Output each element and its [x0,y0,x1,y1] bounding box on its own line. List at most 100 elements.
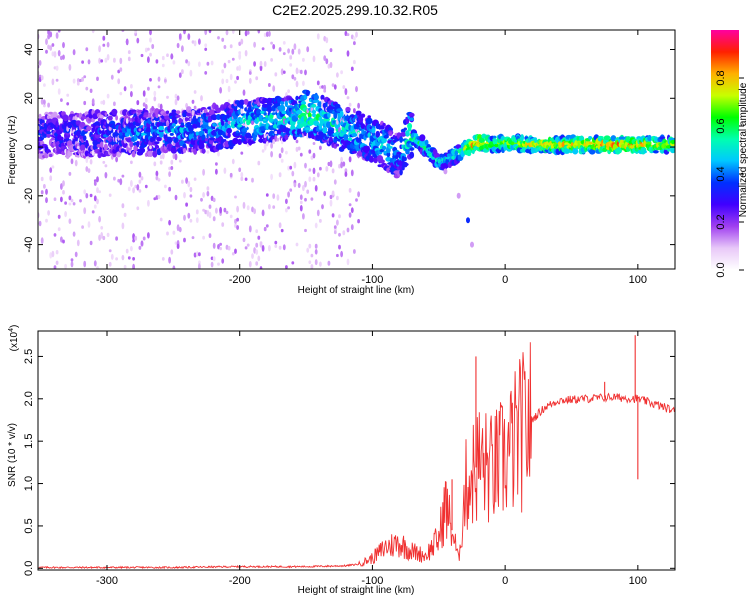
spectrogram-noise [113,101,116,107]
spectrogram-noise [234,248,237,254]
spectrogram-cell [386,143,391,147]
spectrogram-cell [379,159,385,164]
spectrogram-noise [138,189,142,193]
spectrogram-noise [70,198,74,203]
spectrogram-noise [316,209,320,217]
spectrogram-noise [47,30,50,36]
spectrogram-noise [219,246,223,251]
spectrogram-noise [132,233,136,241]
spectrogram-noise [338,244,341,250]
spectrogram-cell [92,139,99,146]
spectrogram-noise [153,96,157,102]
spectrogram-noise [166,231,169,236]
spectrogram-noise [191,236,195,240]
spectrogram-noise [285,150,288,155]
spectrogram-noise [110,74,114,80]
spectrogram-noise [274,130,278,135]
spectrogram-noise [274,72,278,77]
spectrogram-noise [240,172,244,178]
spectrogram-cell [381,145,387,151]
spectrogram-cell [365,117,373,125]
spectrogram-cell [169,112,174,116]
spectrogram-cell [351,133,358,137]
spectrogram-noise [149,78,152,82]
spectrogram-noise [204,71,208,75]
spectrogram-noise [287,165,290,171]
spectrogram-noise [346,258,350,266]
spectrogram-cell [74,136,78,143]
spectrogram-noise [176,42,180,49]
spectrogram-noise [45,188,48,195]
spectrogram-noise [248,225,252,233]
spectrogram-noise [132,187,136,194]
spectrogram-noise [62,42,65,49]
spectrogram-cell [405,149,410,155]
spectrogram-noise [195,251,199,257]
spectrogram-noise [314,222,318,229]
spectrogram-cell [67,151,73,157]
spectrogram-noise [263,32,267,38]
spectrogram-noise [308,260,312,265]
spectrogram-noise [272,44,276,50]
spectrogram-noise [189,194,193,198]
spectrogram-noise [191,40,195,44]
spectrogram-noise [276,194,280,201]
spectrogram-noise [147,86,150,91]
colorbar-tick-label: 0.0 [715,262,727,277]
spectrogram-noise [202,192,206,198]
spectrogram-noise [350,224,354,231]
spectrogram-noise [76,81,80,86]
spectrogram-noise [96,176,99,183]
spectrogram-noise [333,225,337,229]
snr-panel: -300 -200 -100 0 100 0.0 0.5 1.0 1.5 2.0 2.5 Heig… [7,325,676,596]
colorbar-ticks: 0.0 0.2 0.4 0.6 0.8 [715,70,744,278]
spectrogram-noise [268,83,271,87]
spectrogram-cell [129,141,134,148]
spectrogram-noise [55,250,59,255]
spectrogram-noise [96,187,99,194]
spectrogram-cell [82,135,87,142]
spectrogram-noise [204,30,208,36]
spectrogram-cell [165,110,170,115]
spectrogram-noise [327,260,331,266]
colorbar: 0.0 0.2 0.4 0.6 0.8 Normalized spectral ampl… [711,30,749,278]
spectrogram-noise [344,171,348,177]
spectrogram-cell [564,142,570,146]
spectrogram-noise [43,83,46,87]
spectrogram-cell [263,112,267,116]
spectrogram-noise [333,84,337,90]
spectrogram-noise [193,40,197,47]
spectrogram-noise [130,245,133,252]
spectrogram-noise [102,99,106,106]
spectrogram-noise [242,201,246,209]
spectrogram-cell [103,143,108,151]
spectrogram-noise [81,60,84,64]
spectrogram-cell [154,116,160,122]
spectrogram-noise [299,194,303,200]
spectrogram-cell [234,131,241,137]
spectrogram-noise [119,67,123,72]
spectrogram-cell [145,129,152,133]
spectrogram-noise [282,244,286,251]
spectrogram-noise [227,120,231,125]
spectrogram-noise [53,265,57,269]
spectrogram-cell [171,123,176,127]
spectrogram-cell [408,112,415,118]
spectrogram-noise [229,172,233,178]
spectrogram-noise [255,242,259,248]
spectrogram-noise [168,171,172,178]
spectrogram-noise [43,99,46,105]
spectrogram-noise [72,49,76,56]
spectrogram-noise [147,232,150,239]
spectrogram-cell [59,136,64,141]
spectrogram-noise [227,245,231,251]
spectrogram-cell [313,120,320,126]
spectrogram-cell [266,107,273,113]
spectrogram-noise [134,184,138,189]
spectrogram-noise [60,236,63,243]
spectrogram-noise [223,45,227,49]
spectrogram-noise [176,95,180,101]
spectrogram-noise [310,264,314,269]
spectrogram-noise [312,142,316,145]
spectrogram-noise [89,193,93,198]
